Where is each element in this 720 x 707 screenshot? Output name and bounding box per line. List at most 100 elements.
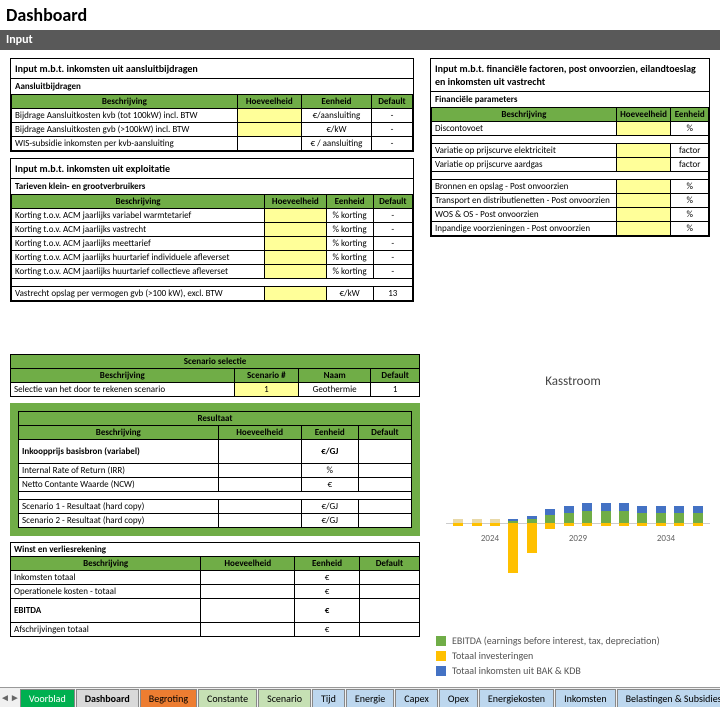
row-value-input <box>237 137 301 151</box>
col-header: Default <box>358 426 411 440</box>
row-desc: Korting t.o.v. ACM jaarlijks variabel wa… <box>12 209 265 223</box>
chart-bar <box>524 516 540 523</box>
sheet-tab[interactable]: Voorblad <box>20 689 75 707</box>
col-header: Eenheid <box>295 557 360 571</box>
table-row: Vastrecht opslag per vermogen gvb (>100 … <box>12 287 413 301</box>
row-default: - <box>373 251 412 265</box>
table-row: WOS & OS - Post onvoorzien % <box>432 208 709 222</box>
legend-swatch <box>436 636 446 646</box>
row-value-input[interactable] <box>237 123 301 137</box>
sheet-tab[interactable]: Energiekosten <box>479 689 554 707</box>
scenario-num-input[interactable]: 1 <box>234 383 298 397</box>
row-unit: % korting <box>326 251 373 265</box>
sheet-tab[interactable]: Tijd <box>312 689 345 707</box>
table-row: Korting t.o.v. ACM jaarlijks variabel wa… <box>12 209 413 223</box>
row-value-input <box>201 571 295 585</box>
sheet-tab[interactable]: Opex <box>439 689 478 707</box>
row-value-input[interactable] <box>616 158 671 172</box>
col-header: Beschrijving <box>12 195 265 209</box>
row-desc: Scenario 2 - Resultaat (hard copy) <box>19 514 219 528</box>
chart-xlabel: 2024 <box>446 533 534 544</box>
row-unit: € <box>295 585 360 599</box>
row-value-input[interactable] <box>265 223 327 237</box>
tab-nav-next[interactable]: ► <box>10 691 20 704</box>
panel-financiele: Input m.b.t. financiële factoren, post o… <box>430 58 710 237</box>
sheet-tab[interactable]: Begroting <box>140 689 197 707</box>
row-value-input <box>201 599 295 623</box>
row-unit: % <box>671 208 709 222</box>
sheet-tab[interactable]: Belastingen & Subsidies <box>617 689 720 707</box>
legend-label: Totaal investeringen <box>452 649 533 662</box>
chart-bar <box>597 503 613 523</box>
legend-item: Totaal inkomsten uit BAK & KDB <box>436 664 710 677</box>
row-value-input[interactable] <box>616 122 671 136</box>
row-desc: Vastrecht opslag per vermogen gvb (>100 … <box>12 287 265 301</box>
row-desc: Korting t.o.v. ACM jaarlijks vastrecht <box>12 223 265 237</box>
col-header: Beschrijving <box>11 557 201 571</box>
row-value-input[interactable] <box>616 180 671 194</box>
table-wv: Winst en verliesrekening BeschrijvingHoe… <box>10 542 420 637</box>
panel-a-title: Input m.b.t. inkomsten uit aansluitbijdr… <box>11 59 413 78</box>
col-header: Eenheid <box>301 426 358 440</box>
panel-c-sub: Financiële parameters <box>431 91 709 107</box>
row-desc: WIS-subsidie inkomsten per kvb-aansluiti… <box>12 137 238 151</box>
row-desc: Inpandige voorzieningen - Post onvoorzie… <box>432 222 617 236</box>
sheet-tab[interactable]: Scenario <box>258 689 311 707</box>
row-value-input[interactable] <box>616 194 671 208</box>
row-default <box>358 478 411 492</box>
row-desc: Korting t.o.v. ACM jaarlijks huurtarief … <box>12 265 265 279</box>
legend-label: Totaal inkomsten uit BAK & KDB <box>452 664 581 677</box>
row-value-input[interactable] <box>265 237 327 251</box>
row-default <box>358 514 411 528</box>
row-default <box>359 571 419 585</box>
col-header: Default <box>373 195 412 209</box>
row-default <box>358 500 411 514</box>
row-unit: % <box>301 464 358 478</box>
row-unit: €/aansluiting <box>301 109 371 123</box>
row-unit: € <box>295 623 360 637</box>
legend-swatch <box>436 651 446 661</box>
row-unit: % <box>671 122 709 136</box>
sheet-tab[interactable]: Energie <box>346 689 394 707</box>
row-default <box>359 623 419 637</box>
panel-b-title: Input m.b.t. inkomsten uit exploitatie <box>11 159 413 178</box>
row-default <box>358 440 411 464</box>
table-row: Netto Contante Waarde (NCW) € <box>19 478 412 492</box>
result-title: Resultaat <box>19 412 412 426</box>
sheet-tab[interactable]: Inkomsten <box>555 689 616 707</box>
row-unit: € <box>295 571 360 585</box>
row-unit: €/GJ <box>301 500 358 514</box>
col-header: Hoeveelheid <box>201 557 295 571</box>
tab-nav-prev[interactable]: ◄ <box>0 691 10 704</box>
table-row: Scenario 1 - Resultaat (hard copy) €/GJ <box>19 500 412 514</box>
chart-bar <box>616 503 632 523</box>
row-value-input[interactable] <box>265 251 327 265</box>
row-default <box>359 599 419 623</box>
row-desc: EBITDA <box>11 599 201 623</box>
row-value-input[interactable] <box>616 222 671 236</box>
chart-bar <box>671 506 687 523</box>
row-unit: €/kW <box>326 287 373 301</box>
row-value-input[interactable] <box>616 208 671 222</box>
row-unit: €/GJ <box>301 514 358 528</box>
row-default <box>358 464 411 478</box>
col-header: Eenheid <box>301 95 371 109</box>
row-unit: factor <box>671 158 709 172</box>
chart-bar <box>689 506 705 523</box>
table-row: Variatie op prijscurve aardgas factor <box>432 158 709 172</box>
sheet-tab[interactable]: Capex <box>395 689 438 707</box>
row-value-input[interactable] <box>616 144 671 158</box>
row-value-input[interactable] <box>265 287 327 301</box>
table-row: Bijdrage Aansluitkosten gvb (>100kW) inc… <box>12 123 413 137</box>
row-value-input[interactable] <box>265 265 327 279</box>
row-default: 13 <box>373 287 412 301</box>
row-value-input[interactable] <box>265 209 327 223</box>
sheet-tab[interactable]: Constante <box>198 689 257 707</box>
col-header: Eenheid <box>671 108 709 122</box>
sheet-tab[interactable]: Dashboard <box>76 689 139 707</box>
row-value-input[interactable] <box>237 109 301 123</box>
row-default: - <box>373 265 412 279</box>
row-value-input <box>218 500 301 514</box>
row-desc: Operationele kosten - totaal <box>11 585 201 599</box>
chart-bar <box>634 506 650 523</box>
